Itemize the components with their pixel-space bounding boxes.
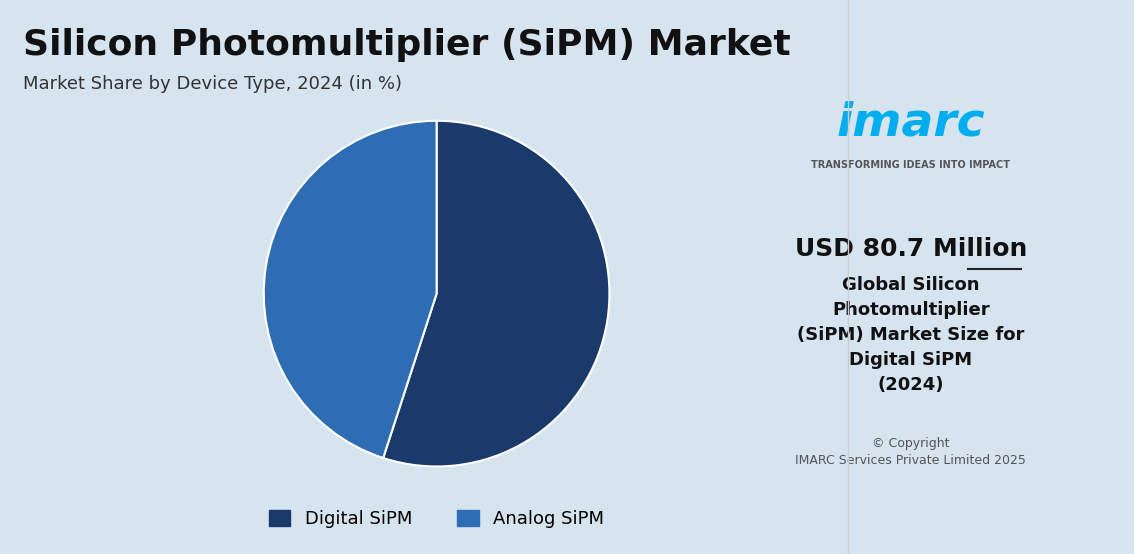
- Text: USD 80.7 Million: USD 80.7 Million: [795, 237, 1027, 261]
- Text: TRANSFORMING IDEAS INTO IMPACT: TRANSFORMING IDEAS INTO IMPACT: [811, 160, 1010, 170]
- Wedge shape: [383, 121, 609, 466]
- Wedge shape: [264, 121, 437, 458]
- Text: © Copyright
IMARC Services Private Limited 2025: © Copyright IMARC Services Private Limit…: [795, 438, 1026, 468]
- Text: Silicon Photomultiplier (SiPM) Market: Silicon Photomultiplier (SiPM) Market: [23, 28, 790, 61]
- Text: imarc: imarc: [837, 101, 985, 146]
- Text: Global Silicon
Photomultiplier
(SiPM) Market Size for
Digital SiPM
(2024): Global Silicon Photomultiplier (SiPM) Ma…: [797, 275, 1024, 393]
- Point: [960, 266, 974, 273]
- Point: [1014, 266, 1027, 273]
- Text: Market Share by Device Type, 2024 (in %): Market Share by Device Type, 2024 (in %): [23, 75, 401, 93]
- Legend: Digital SiPM, Analog SiPM: Digital SiPM, Analog SiPM: [262, 502, 611, 535]
